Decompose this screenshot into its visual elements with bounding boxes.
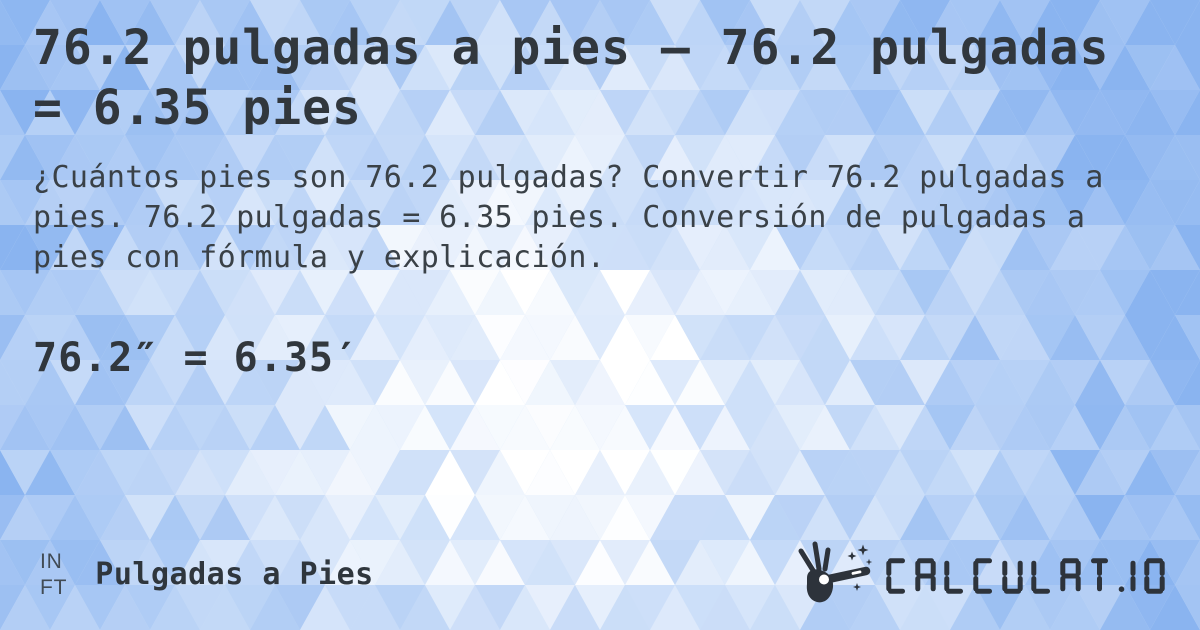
magic-wand-icon: [798, 541, 873, 603]
unit-badge: IN FT: [40, 546, 67, 601]
sparkle-star: [847, 551, 857, 561]
sparkle-star: [857, 544, 869, 556]
brand-logo: [794, 538, 1170, 614]
conversion-result: 76.2″ = 6.35′: [33, 335, 360, 381]
page-description: ¿Cuántos pies son 76.2 pulgadas? Convert…: [33, 160, 1104, 275]
sparkle-star: [853, 583, 861, 591]
category-label: Pulgadas a Pies: [95, 557, 374, 592]
unit-from-label: IN: [40, 550, 63, 573]
page-title: 76.2 pulgadas a pies — 76.2 pulgadas = 6…: [33, 20, 1110, 136]
calculatio-logotype: [886, 558, 1165, 594]
unit-to-label: FT: [40, 576, 68, 599]
footer: IN FT Pulgadas a Pies: [40, 546, 374, 604]
sparkle-star: [865, 558, 873, 566]
